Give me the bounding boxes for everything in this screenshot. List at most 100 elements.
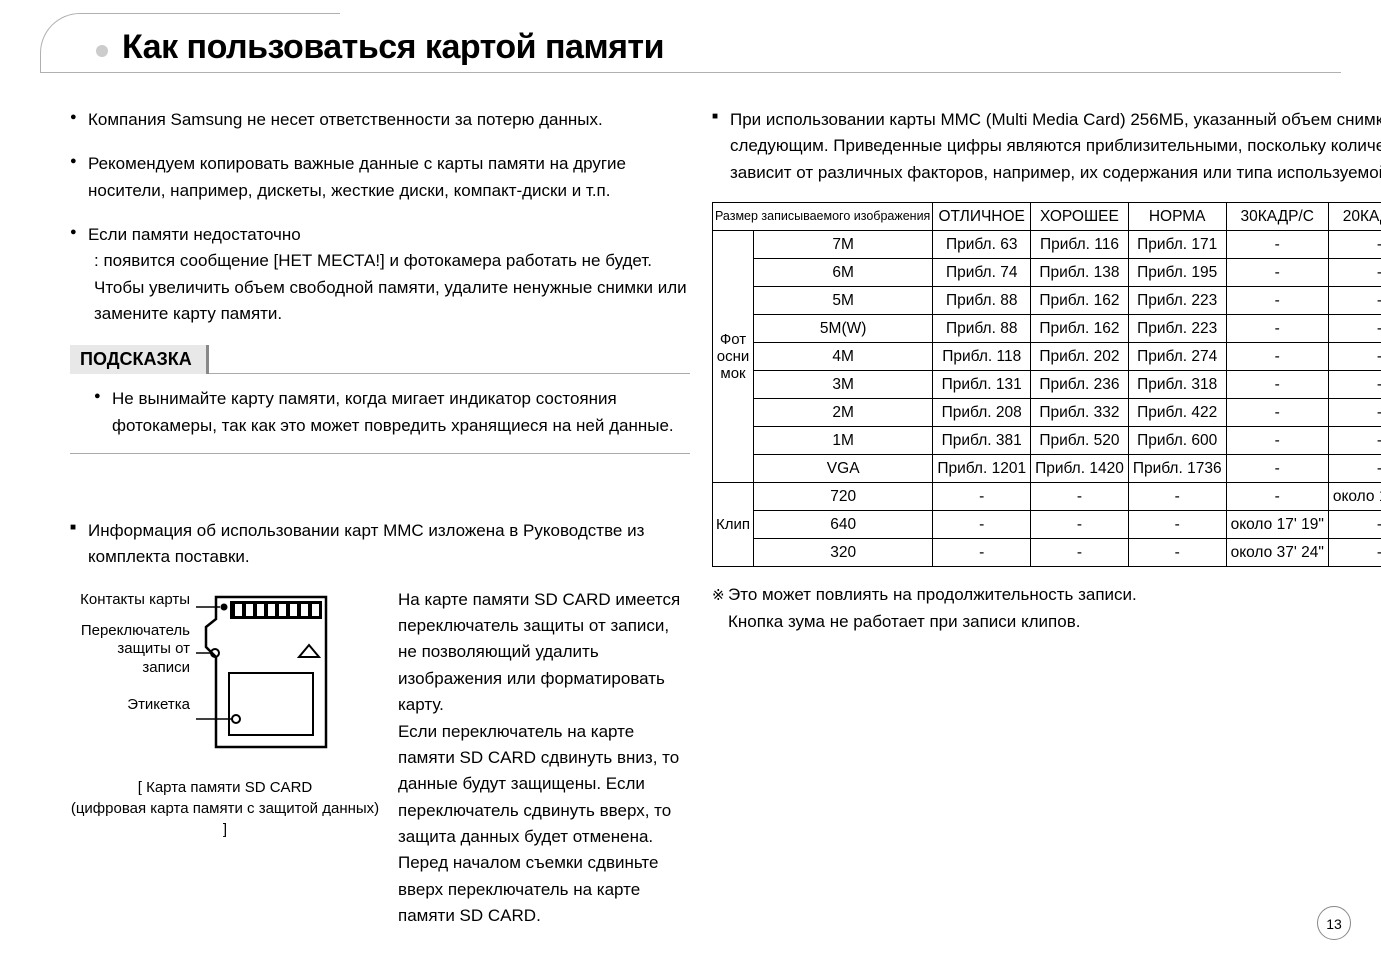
table-cell: Прибл. 236 <box>1031 371 1129 399</box>
capacity-table: Размер записываемого изображения ОТЛИЧНО… <box>712 202 1381 567</box>
table-cell-size: 2M <box>754 399 933 427</box>
table-cell: - <box>933 539 1031 567</box>
table-cell: Прибл. 208 <box>933 399 1031 427</box>
sd-card-diagram-row: Контакты карты Переключатель защиты от з… <box>70 587 690 929</box>
table-cell: - <box>1226 231 1328 259</box>
table-cell: - <box>933 483 1031 511</box>
table-cell-size: 6M <box>754 259 933 287</box>
table-cell: - <box>1328 231 1381 259</box>
table-category-clip: Клип <box>713 483 754 567</box>
table-cell-size: 3M <box>754 371 933 399</box>
table-cell: Прибл. 131 <box>933 371 1031 399</box>
table-row: 2MПрибл. 208Прибл. 332Прибл. 422--- <box>713 399 1381 427</box>
table-cell: Прибл. 381 <box>933 427 1031 455</box>
table-cell-size: 720 <box>754 483 933 511</box>
table-cell: - <box>1328 539 1381 567</box>
table-cell: Прибл. 162 <box>1031 315 1129 343</box>
table-row: 5M(W)Прибл. 88Прибл. 162Прибл. 223--- <box>713 315 1381 343</box>
table-cell: - <box>1031 483 1129 511</box>
table-cell: - <box>1328 287 1381 315</box>
table-cell: Прибл. 1736 <box>1128 455 1226 483</box>
star-icon: ※ <box>712 584 728 608</box>
mmc-info-text: Информация об использовании карт MMC изл… <box>70 518 690 571</box>
table-cell: около 37' 24" <box>1226 539 1328 567</box>
table-row: 6MПрибл. 74Прибл. 138Прибл. 195--- <box>713 259 1381 287</box>
table-cell: Прибл. 332 <box>1031 399 1129 427</box>
table-row: 1MПрибл. 381Прибл. 520Прибл. 600--- <box>713 427 1381 455</box>
table-cell-size: 320 <box>754 539 933 567</box>
footnote-text: Кнопка зума не работает при записи клипо… <box>728 612 1080 631</box>
table-row: Клип720----около 13' 36"- <box>713 483 1381 511</box>
page-title-bar: Как пользоваться картой памяти <box>70 28 1341 67</box>
table-cell: - <box>1128 483 1226 511</box>
table-cell: Прибл. 202 <box>1031 343 1129 371</box>
table-cell: - <box>1328 399 1381 427</box>
table-cell: - <box>1328 315 1381 343</box>
table-cell-size: 640 <box>754 511 933 539</box>
sd-label-label: Этикетка <box>70 696 190 715</box>
table-cell: - <box>1226 315 1328 343</box>
sd-label-contacts: Контакты карты <box>70 591 190 610</box>
table-row: Фотоснимок7MПрибл. 63Прибл. 116Прибл. 17… <box>713 231 1381 259</box>
table-cell: - <box>1031 539 1129 567</box>
left-column: Компания Samsung не несет ответственност… <box>70 107 690 929</box>
table-cell: Прибл. 116 <box>1031 231 1129 259</box>
table-cell: Прибл. 88 <box>933 287 1031 315</box>
table-header: 20КАДР/С <box>1328 203 1381 231</box>
table-cell: Прибл. 138 <box>1031 259 1129 287</box>
table-cell: - <box>1128 539 1226 567</box>
table-cell-size: 5M <box>754 287 933 315</box>
bullet-text: Если памяти недостаточно <box>88 225 301 244</box>
table-cell: Прибл. 318 <box>1128 371 1226 399</box>
right-column: При использовании карты MMC (Multi Media… <box>712 107 1381 929</box>
table-cell-size: 1M <box>754 427 933 455</box>
bullet-subtext: Чтобы увеличить объем свободной памяти, … <box>88 275 690 328</box>
table-cell: Прибл. 223 <box>1128 315 1226 343</box>
table-cell: - <box>1226 287 1328 315</box>
table-cell: - <box>1328 343 1381 371</box>
table-cell-size: VGA <box>754 455 933 483</box>
title-decor-curve <box>40 13 340 73</box>
tip-text: Не вынимайте карту памяти, когда мигает … <box>94 386 678 439</box>
tip-box: ПОДСКАЗКА Не вынимайте карту памяти, ког… <box>70 345 690 454</box>
table-row: 640---около 17' 19"-около 33' 3" <box>713 511 1381 539</box>
table-cell: - <box>1226 343 1328 371</box>
table-row: 3MПрибл. 131Прибл. 236Прибл. 318--- <box>713 371 1381 399</box>
table-cell: около 13' 36" <box>1328 483 1381 511</box>
table-cell: - <box>1328 259 1381 287</box>
table-cell: - <box>1328 455 1381 483</box>
sd-caption-line: [ Карта памяти SD CARD <box>138 779 312 796</box>
table-cell: - <box>1328 427 1381 455</box>
bullet-item: Компания Samsung не несет ответственност… <box>70 107 690 133</box>
table-cell: Прибл. 1420 <box>1031 455 1129 483</box>
footnotes: ※Это может повлиять на продолжительность… <box>712 581 1381 635</box>
table-cell: Прибл. 422 <box>1128 399 1226 427</box>
mmc-capacity-note: При использовании карты MMC (Multi Media… <box>712 107 1381 186</box>
table-cell: Прибл. 162 <box>1031 287 1129 315</box>
title-decor-line <box>40 72 1341 73</box>
table-cell: около 17' 19" <box>1226 511 1328 539</box>
sd-caption-line: (цифровая карта памяти с защитой данных)… <box>71 800 379 838</box>
table-row: 5MПрибл. 88Прибл. 162Прибл. 223--- <box>713 287 1381 315</box>
bullet-item: Рекомендуем копировать важные данные с к… <box>70 151 690 204</box>
table-cell: - <box>1226 455 1328 483</box>
sd-label-switch: Переключатель защиты от записи <box>70 622 190 678</box>
table-header: НОРМА <box>1128 203 1226 231</box>
table-row: 320---около 37' 24"-около 69' 36" <box>713 539 1381 567</box>
table-cell: - <box>1328 511 1381 539</box>
table-header: 30КАДР/С <box>1226 203 1328 231</box>
sd-card-diagram: Контакты карты Переключатель защиты от з… <box>70 587 380 767</box>
table-cell-size: 5M(W) <box>754 315 933 343</box>
table-cell: - <box>1226 483 1328 511</box>
table-cell: Прибл. 520 <box>1031 427 1129 455</box>
table-cell: - <box>1226 371 1328 399</box>
table-cell: - <box>933 511 1031 539</box>
table-cell: Прибл. 74 <box>933 259 1031 287</box>
table-cell: Прибл. 63 <box>933 231 1031 259</box>
table-cell: Прибл. 88 <box>933 315 1031 343</box>
table-cell: Прибл. 600 <box>1128 427 1226 455</box>
sd-caption: [ Карта памяти SD CARD (цифровая карта п… <box>70 777 380 840</box>
table-header: Размер записываемого изображения <box>713 203 933 231</box>
table-cell: Прибл. 1201 <box>933 455 1031 483</box>
table-cell: - <box>1226 427 1328 455</box>
